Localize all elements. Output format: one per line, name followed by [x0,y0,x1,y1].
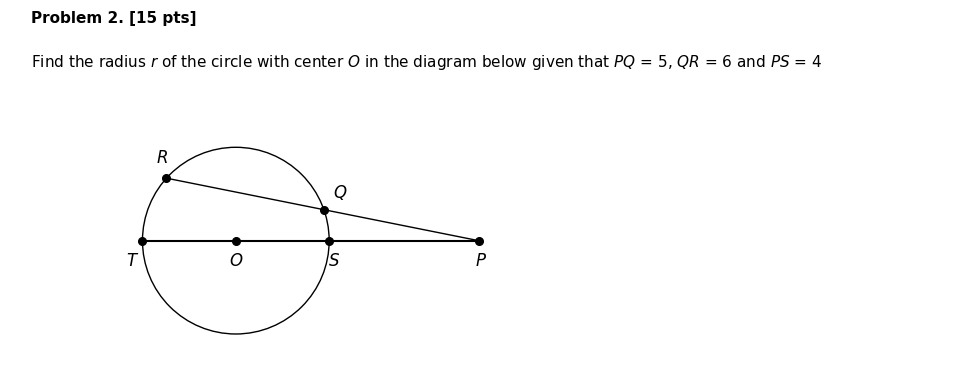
Text: $P$: $P$ [476,252,487,270]
Text: $R$: $R$ [155,149,168,167]
Text: Problem 2. [15 pts]: Problem 2. [15 pts] [31,11,197,26]
Text: $O$: $O$ [229,252,243,270]
Text: $Q$: $Q$ [333,183,347,202]
Text: Find the radius $r$ of the circle with center $O$ in the diagram below given tha: Find the radius $r$ of the circle with c… [31,53,822,72]
Text: $T$: $T$ [126,252,140,270]
Text: $S$: $S$ [328,252,340,270]
